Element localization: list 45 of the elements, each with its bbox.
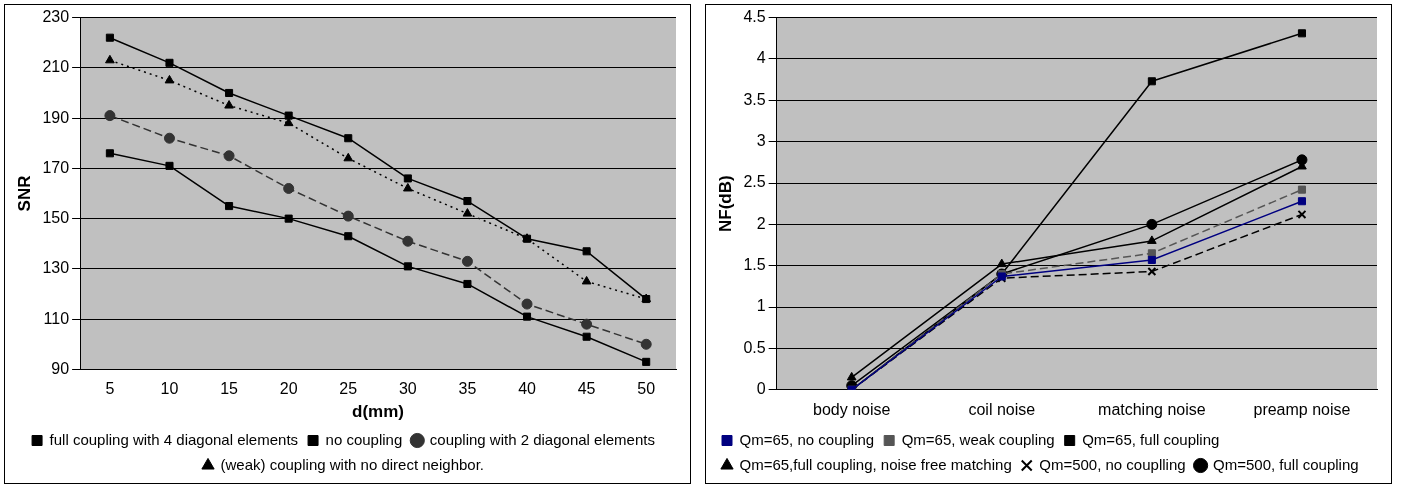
x-tick-label: coil noise — [968, 400, 1036, 418]
x-tick-label: matching noise — [1098, 400, 1206, 418]
legend-label: Qm=65, full coupling — [1082, 430, 1220, 448]
legend-label: no coupling — [325, 430, 403, 448]
x-tick-label: 20 — [279, 380, 298, 398]
y-tick-label: 210 — [42, 58, 70, 76]
x-tick-label: 5 — [105, 380, 115, 398]
x-axis-title: d(mm) — [352, 402, 405, 422]
legend-label: (weak) coupling with no direct neighbor. — [220, 455, 484, 473]
x-tick-label: 30 — [398, 380, 417, 398]
y-tick-label: 110 — [43, 309, 70, 327]
y-tick-label: 1.5 — [743, 256, 766, 274]
legend-label: Qm=500, no couplling — [1039, 455, 1186, 473]
y-tick-label: 2.5 — [743, 173, 766, 191]
legend-label: Qm=65,full coupling, noise free matching — [739, 455, 1012, 473]
y-tick-label: 170 — [42, 158, 70, 176]
y-tick-label: 90 — [51, 359, 70, 377]
y-tick-label: 1 — [756, 297, 766, 315]
y-tick-label: 3.5 — [743, 90, 766, 108]
x-tick-label: 50 — [637, 380, 656, 398]
y-axis-title: SNR — [14, 175, 34, 212]
x-tick-label: 40 — [518, 380, 537, 398]
y-tick-label: 190 — [42, 108, 70, 126]
y-axis-title: NF(dB) — [715, 175, 735, 233]
y-tick-label: 130 — [42, 259, 70, 277]
x-tick-label: 25 — [339, 380, 358, 398]
y-tick-label: 2 — [756, 214, 766, 232]
x-tick-label: 15 — [220, 380, 239, 398]
y-tick-label: 150 — [42, 209, 70, 227]
x-tick-label: 10 — [160, 380, 179, 398]
y-tick-label: 0.5 — [743, 338, 766, 356]
y-tick-label: 230 — [42, 8, 70, 26]
y-tick-label: 0 — [756, 380, 766, 398]
y-tick-label: 4.5 — [743, 8, 766, 26]
legend-label: full coupling with 4 diagonal elements — [49, 430, 299, 448]
legend-label: Qm=65, weak coupling — [901, 430, 1055, 448]
x-tick-label: 45 — [577, 380, 596, 398]
legend-label: Qm=65, no coupling — [739, 430, 875, 448]
x-tick-label: 35 — [458, 380, 477, 398]
x-tick-label: preamp noise — [1253, 400, 1351, 418]
legend-label: coupling with 2 diagonal elements — [429, 430, 655, 448]
x-tick-label: body noise — [812, 400, 891, 418]
y-tick-label: 4 — [756, 49, 766, 67]
y-tick-label: 3 — [756, 132, 766, 150]
legend-label: Qm=500, full coupling — [1213, 455, 1359, 473]
